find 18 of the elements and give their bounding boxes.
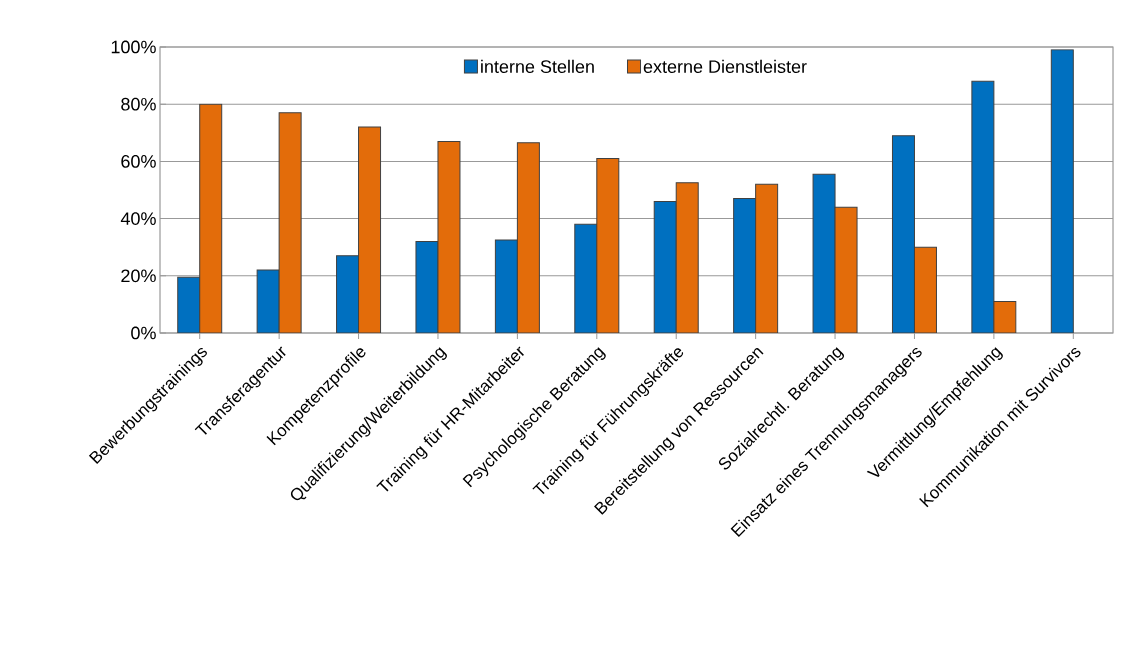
y-tick-label: 60% (121, 155, 156, 168)
y-tick-label: 0% (131, 326, 156, 340)
legend-label: externe Dienstleister (643, 59, 807, 73)
y-tick-label: 40% (120, 212, 156, 225)
bar (812, 173, 836, 333)
y-tick-label: 100% (111, 40, 156, 54)
bar (733, 198, 757, 333)
bar (891, 135, 915, 333)
bar (177, 276, 201, 333)
bar (494, 239, 518, 333)
bar (574, 223, 598, 333)
bar (1050, 49, 1074, 333)
bar (336, 255, 360, 333)
y-tick-label: 80% (121, 97, 156, 111)
y-tick-label: 20% (121, 269, 156, 283)
legend-label: interne Stellen (481, 59, 594, 73)
bar (971, 80, 995, 333)
bar (653, 200, 677, 333)
